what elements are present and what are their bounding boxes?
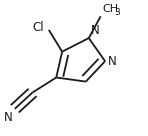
Text: N: N bbox=[108, 55, 117, 68]
Text: N: N bbox=[91, 24, 100, 37]
Text: N: N bbox=[4, 111, 13, 124]
Text: CH: CH bbox=[103, 4, 119, 14]
Text: Cl: Cl bbox=[33, 21, 44, 34]
Text: 3: 3 bbox=[114, 8, 120, 17]
